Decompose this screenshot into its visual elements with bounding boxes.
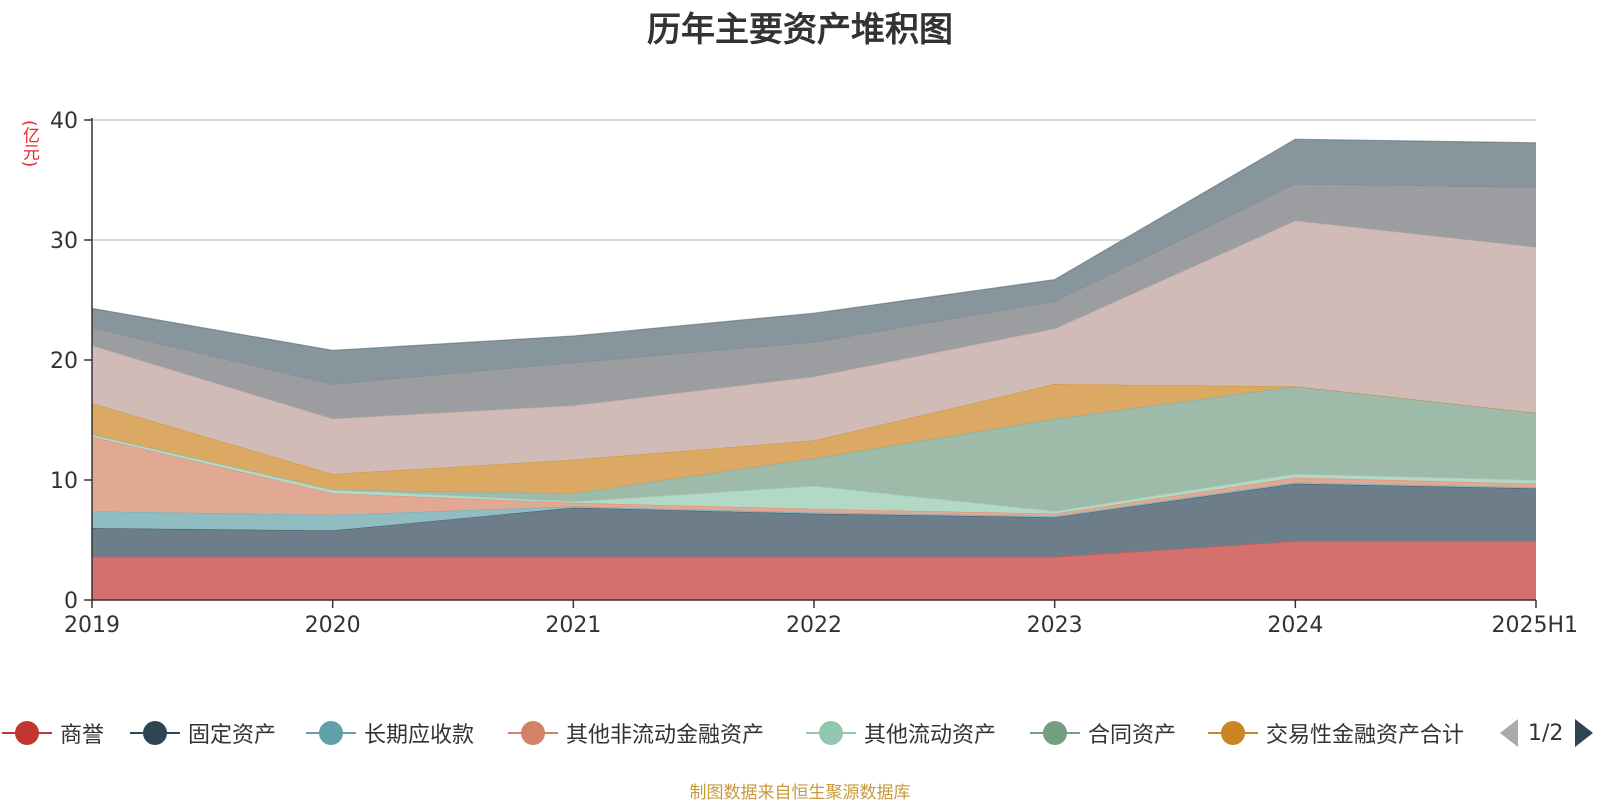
legend-item[interactable]: 交易性金融资产合计 — [1208, 713, 1464, 753]
chart-title: 历年主要资产堆积图 — [647, 10, 953, 50]
x-tick-label: 2022 — [786, 613, 842, 638]
area-series-1 — [92, 483, 1536, 557]
legend-pager: 1/2 — [1500, 713, 1594, 753]
x-tick-label: 2023 — [1027, 613, 1083, 638]
legend-symbol-icon — [1030, 718, 1080, 748]
data-source-note: 制图数据来自恒生聚源数据库 — [689, 783, 911, 803]
area-series-0 — [92, 541, 1536, 600]
legend-label: 交易性金融资产合计 — [1266, 723, 1465, 748]
legend-page-indicator: 1/2 — [1528, 720, 1564, 746]
legend-item[interactable]: 商誉 — [2, 713, 104, 753]
legend-label: 长期应收款 — [364, 723, 475, 748]
area-series-2 — [92, 482, 1536, 531]
y-tick-label: 20 — [50, 349, 78, 374]
x-tick-label: 2020 — [305, 613, 361, 638]
legend-item[interactable]: 其他流动资产 — [806, 713, 996, 753]
area-series-9 — [92, 139, 1536, 384]
y-tick-label: 30 — [50, 229, 78, 254]
area-series-4 — [92, 434, 1536, 514]
legend-prev-page-icon[interactable] — [1500, 719, 1518, 747]
y-tick-label: 10 — [50, 469, 78, 494]
legend-item[interactable]: 合同资产 — [1030, 713, 1176, 753]
x-tick-label: 2021 — [545, 613, 601, 638]
y-axis-unit: (亿元) — [19, 120, 39, 168]
legend-symbol-icon — [306, 718, 356, 748]
legend-symbol-icon — [2, 718, 52, 748]
x-tick-label: 2019 — [64, 613, 120, 638]
chart-plot: 0 10 20 30 40 2019 2020 2021 2022 2023 2024 2025H1 — [50, 109, 1578, 638]
legend-label: 合同资产 — [1088, 723, 1177, 748]
legend-label: 其他非流动金融资产 — [566, 723, 765, 748]
stacked-areas — [91, 138, 1537, 600]
y-tick-label: 40 — [50, 109, 78, 134]
legend-item[interactable]: 其他非流动金融资产 — [508, 713, 764, 753]
axes: 0 10 20 30 40 2019 2020 2021 2022 2023 2024 2025H1 — [50, 109, 1578, 638]
legend-next-page-icon[interactable] — [1575, 719, 1594, 747]
area-series-8 — [92, 183, 1536, 419]
area-series-7 — [92, 220, 1536, 474]
legend-symbol-icon — [130, 718, 180, 748]
y-tick-label: 0 — [64, 589, 78, 614]
legend: 商誉 固定资产 长期应收款 其他非流动金融资产 其他流动资产 合同资产 交易性金融资产合计 — [0, 713, 1600, 753]
area-line-9 — [91, 138, 1537, 352]
legend-symbol-icon — [806, 718, 856, 748]
legend-item[interactable]: 固定资产 — [130, 713, 276, 753]
legend-label: 商誉 — [60, 723, 105, 748]
legend-label: 固定资产 — [188, 723, 277, 748]
x-tick-label: 2025H1 — [1491, 613, 1578, 638]
x-tick-label: 2024 — [1267, 613, 1323, 638]
legend-item[interactable]: 长期应收款 — [306, 713, 474, 753]
legend-symbol-icon — [1208, 718, 1258, 748]
legend-label: 其他流动资产 — [864, 723, 997, 748]
legend-symbol-icon — [508, 718, 558, 748]
area-series-5 — [92, 386, 1536, 512]
